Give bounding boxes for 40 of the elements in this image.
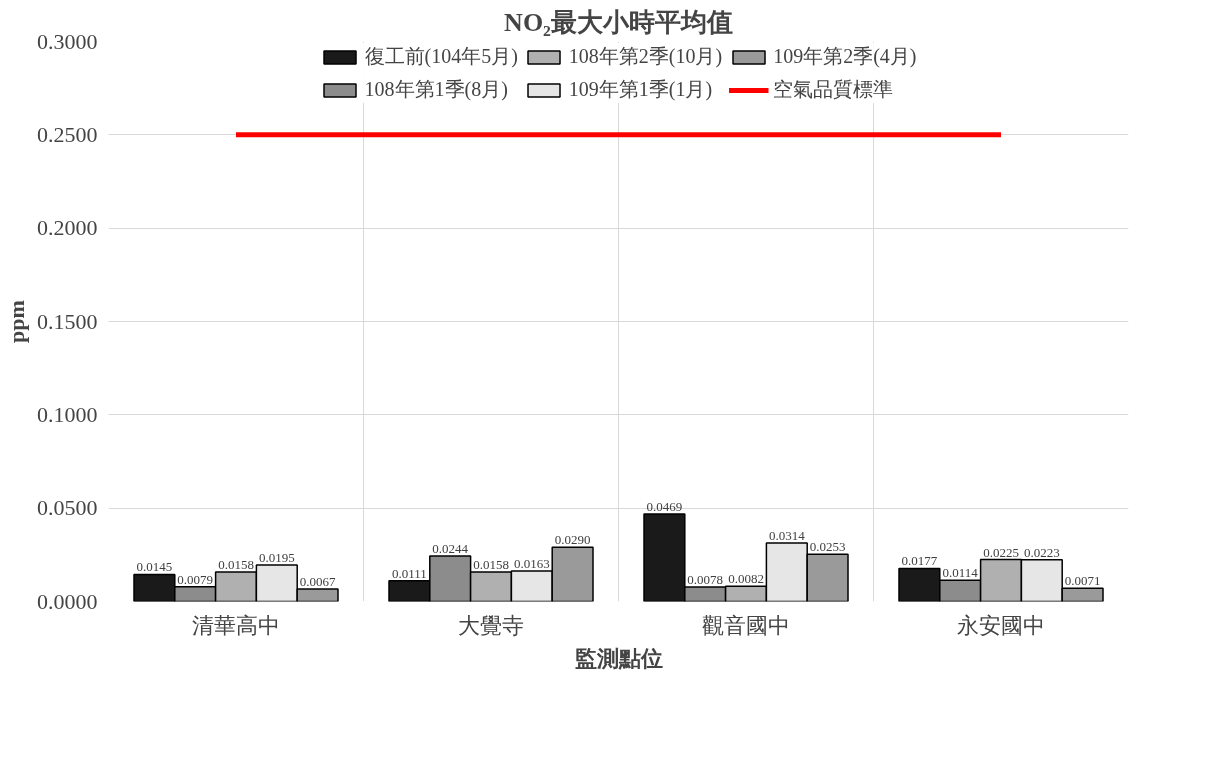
data-label: 0.0111 bbox=[392, 565, 427, 581]
data-label: 0.0158 bbox=[473, 557, 509, 573]
data-label: 0.0177 bbox=[901, 553, 938, 569]
chart-title: NO₂最大小時平均值 bbox=[504, 7, 733, 37]
y-tick-label: 0.2000 bbox=[37, 215, 98, 241]
y-tick-label: 0.3000 bbox=[37, 28, 98, 54]
data-label: 0.0082 bbox=[728, 571, 764, 587]
data-label: 0.0067 bbox=[299, 573, 336, 589]
legend-label: 108年第2季(10月) bbox=[568, 44, 723, 70]
x-tick-label: 清華高中 bbox=[192, 612, 280, 638]
data-label: 0.0158 bbox=[218, 557, 254, 573]
legend-label: 108年第1季(8月) bbox=[364, 77, 508, 103]
data-label: 0.0253 bbox=[809, 539, 846, 555]
data-label: 0.0195 bbox=[258, 550, 295, 566]
data-label: 0.0079 bbox=[177, 571, 214, 587]
y-tick-label: 0.0500 bbox=[37, 495, 98, 521]
data-label: 0.0223 bbox=[1023, 544, 1060, 560]
x-tick-label: 大覺寺 bbox=[458, 612, 524, 638]
x-axis-title: 監測點位 bbox=[574, 645, 663, 671]
x-tick-label: 觀音國中 bbox=[702, 612, 790, 638]
data-label: 0.0145 bbox=[136, 559, 173, 575]
x-tick-label: 永安國中 bbox=[957, 612, 1045, 638]
data-label: 0.0078 bbox=[687, 571, 724, 587]
y-tick-label: 0.0000 bbox=[37, 588, 98, 614]
data-label: 0.0469 bbox=[646, 498, 683, 514]
y-tick-label: 0.1500 bbox=[37, 308, 98, 334]
y-tick-label: 0.2500 bbox=[37, 121, 98, 147]
data-label: 0.0225 bbox=[983, 544, 1019, 560]
data-label: 0.0290 bbox=[554, 532, 591, 548]
legend-label: 復工前(104年5月) bbox=[364, 44, 518, 70]
y-tick-label: 0.1000 bbox=[37, 401, 98, 427]
data-label: 0.0071 bbox=[1064, 573, 1101, 589]
data-label: 0.0244 bbox=[432, 540, 469, 556]
legend-label: 109年第1季(1月) bbox=[568, 77, 713, 103]
data-label: 0.0163 bbox=[513, 556, 550, 572]
data-label: 0.0314 bbox=[768, 527, 806, 543]
legend-label: 空氣品質標準 bbox=[773, 77, 894, 102]
data-label: 0.0114 bbox=[942, 565, 979, 581]
y-axis-title: ppm bbox=[4, 300, 29, 343]
legend-label: 109年第2季(4月) bbox=[773, 44, 917, 70]
